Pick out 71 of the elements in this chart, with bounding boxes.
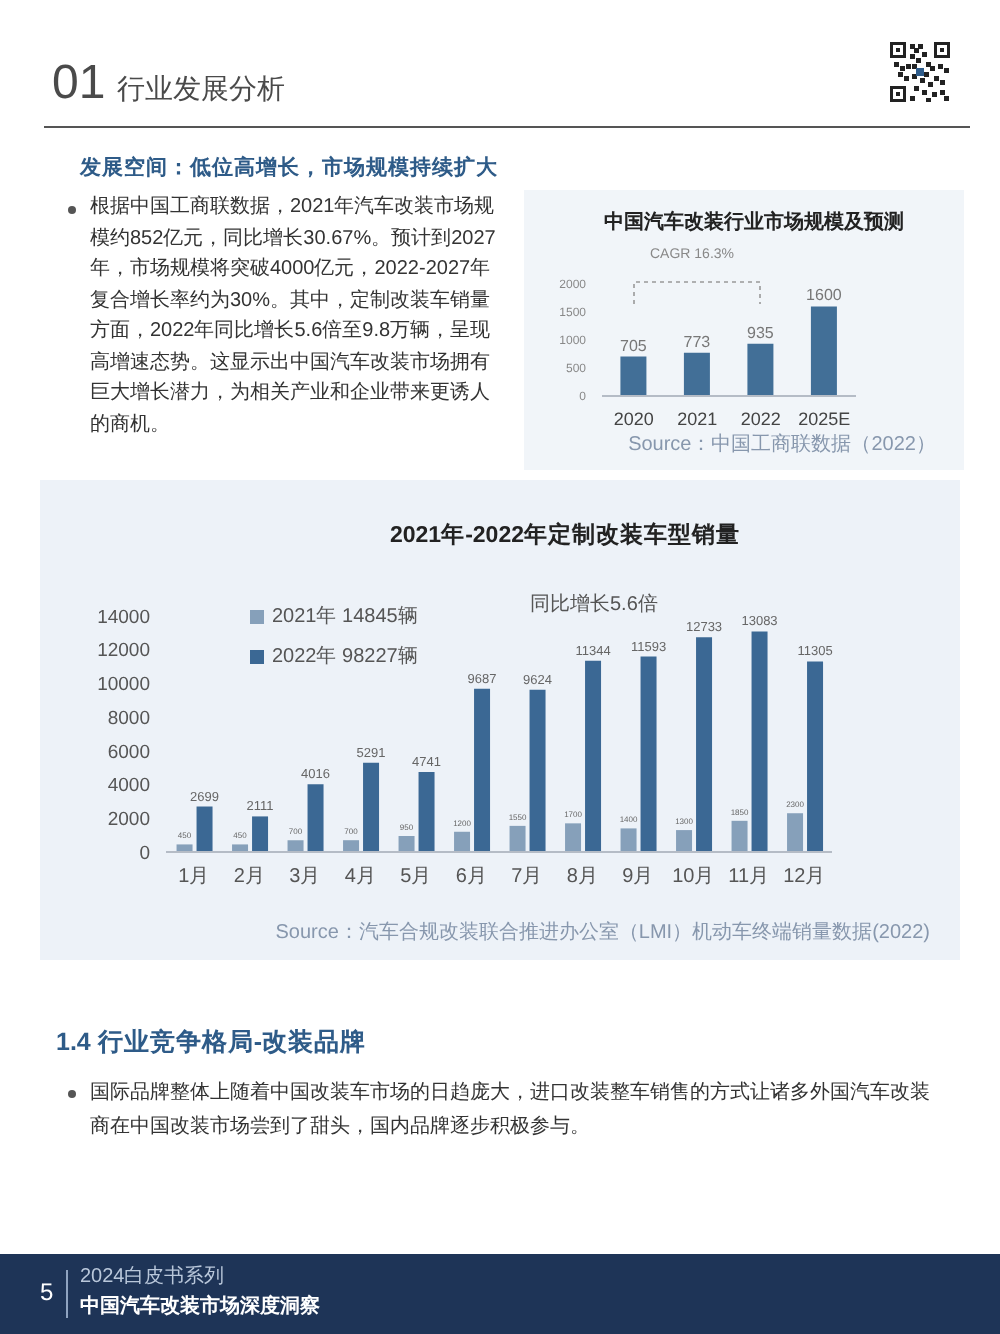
bar [287, 840, 304, 852]
bar [363, 762, 380, 852]
data-label: 705 [620, 336, 648, 355]
bar [747, 343, 774, 396]
x-tick-label: 2月 [233, 866, 265, 889]
source-note: Source：汽车合规改装联合推进办公室（LMI）机动车终端销量数据(2022) [275, 922, 930, 944]
bar [620, 356, 647, 396]
x-tick-label: 5月 [400, 866, 432, 889]
data-label: 935 [747, 323, 775, 342]
x-tick-label: 11月 [728, 866, 770, 889]
text: 国际品牌整体上随着中国改装车市场的日趋庞大，进口改装整车销售的方式让诸多外国汽车改装商在中国改装市场尝到了甜头，国内品牌逐步积极参与。 [90, 1082, 930, 1138]
text: 01 行业发展分析 [52, 56, 286, 110]
y-tick-label: 4000 [107, 775, 150, 798]
bar [640, 656, 657, 852]
bar [807, 661, 824, 852]
bar [509, 825, 526, 852]
bar [731, 820, 748, 852]
text: 同比增长5.6倍 [530, 594, 658, 616]
bar [232, 844, 249, 852]
legend-label: 2021年 14845辆 [272, 606, 418, 628]
x-tick-label: 2021 [677, 408, 718, 429]
y-tick-label: 14000 [97, 606, 150, 629]
x-tick-label: 6月 [455, 866, 487, 889]
y-tick-label: 0 [139, 842, 150, 865]
bar [565, 823, 582, 852]
x-tick-label: 4月 [344, 866, 376, 889]
bar [620, 828, 637, 852]
x-tick-label: 3月 [289, 866, 321, 889]
chart-title: 中国汽车改装行业市场规模及预测 [604, 212, 904, 234]
x-tick-label: 9月 [622, 866, 654, 889]
legend-label: 2022年 98227辆 [272, 646, 418, 668]
text: 发展空间：低位高增长，市场规模持续扩大 [80, 156, 498, 180]
y-tick-label: 6000 [107, 741, 150, 764]
bar [307, 784, 324, 852]
x-tick-label: 2020 [613, 408, 654, 429]
x-tick-label: 2022 [740, 408, 781, 429]
x-tick-label: 2025E [798, 408, 851, 429]
bar [585, 660, 602, 852]
y-tick-label: 12000 [97, 640, 150, 663]
bar [176, 844, 193, 852]
bar [676, 830, 693, 852]
data-label: 773 [683, 332, 712, 351]
text: 中国汽车改装市场深度洞察 [80, 1296, 320, 1318]
y-tick-label: 2000 [107, 809, 150, 832]
x-tick-label: 1月 [178, 866, 210, 889]
bar [252, 816, 269, 852]
bar [751, 631, 768, 852]
bar [196, 806, 213, 852]
bar [696, 637, 713, 852]
text: 根据中国工商联数据，2021年汽车改装市场规模约852亿元，同比增长30.67%。预计到2027年，市场规模将突破4000亿元，2022-2027年复合增长率约为30%。其中，定制改装车销量方面，2022年同比增长5.6倍至9.8万辆，呈现高增速态势。这显示出中国汽车改装市场拥有巨大增长潜力，为相关产业和企业带来更诱人的商机。 [90, 196, 496, 435]
text: 1.4 行业竞争格局-改装品牌 [56, 1028, 367, 1056]
source-note: Source：中国工商联数据（2022） [628, 434, 936, 456]
y-tick-label: 10000 [97, 674, 150, 697]
text: 5 [40, 1278, 54, 1306]
bar [454, 831, 471, 852]
bar [529, 689, 546, 852]
y-tick-label: 8000 [107, 707, 150, 730]
x-tick-label: 10月 [672, 866, 715, 889]
bar [398, 835, 415, 852]
text: 2024白皮书系列 [80, 1266, 225, 1288]
chart-title: 2021年-2022年定制改装车型销量 [390, 524, 740, 548]
data-label: 1600 [806, 286, 843, 305]
bar [787, 813, 804, 852]
bar [343, 840, 360, 852]
x-tick-label: 12月 [783, 866, 826, 889]
bar [474, 688, 491, 852]
x-tick-label: 8月 [566, 866, 598, 889]
bar [418, 772, 435, 852]
bar [810, 306, 837, 396]
x-tick-label: 7月 [511, 866, 543, 889]
bar [683, 352, 710, 396]
